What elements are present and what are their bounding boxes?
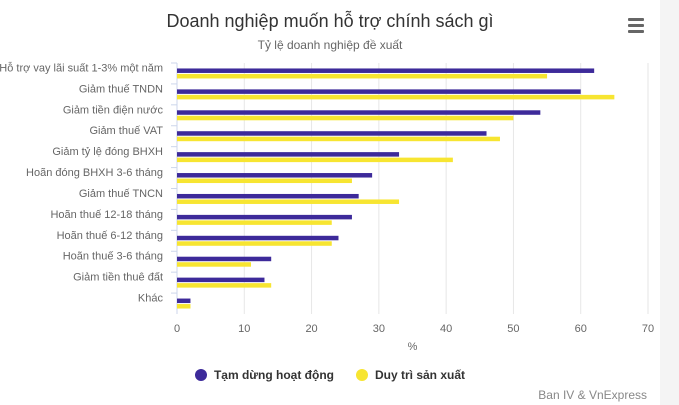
y-category-label: Hoãn thuế 12-18 tháng xyxy=(50,209,163,221)
chart-subtitle: Tỷ lệ doanh nghiệp đề xuất xyxy=(257,38,403,52)
y-category-label: Giảm thuế TNDN xyxy=(79,83,163,95)
x-axis-title: % xyxy=(408,341,418,353)
hamburger-menu-icon[interactable] xyxy=(626,16,646,34)
y-category-label: Hoãn thuế 6-12 tháng xyxy=(57,230,163,242)
bar-duy-tri xyxy=(177,262,252,267)
x-tick-label: 0 xyxy=(174,323,180,335)
bar-tam-dung xyxy=(177,131,487,136)
bar-tam-dung xyxy=(177,214,352,220)
bar-duy-tri xyxy=(177,178,352,184)
legend-label: Tạm dừng hoạt động xyxy=(213,368,334,382)
bar-tam-dung xyxy=(177,256,272,262)
bar-tam-dung xyxy=(177,89,581,94)
chart-credits[interactable]: Ban IV & VnExpress xyxy=(538,388,647,402)
legend-dot-icon xyxy=(355,369,368,381)
bar-duy-tri xyxy=(177,241,332,246)
y-category-label: Giảm thuế VAT xyxy=(89,125,163,137)
y-category-label: Giảm tỷ lệ đóng BHXH xyxy=(52,146,163,158)
legend-dot-icon xyxy=(194,369,207,381)
bar-tam-dung xyxy=(177,298,191,304)
y-category-label: Hoãn thuế 3-6 tháng xyxy=(63,251,163,263)
y-category-label: Giảm tiền thuê đất xyxy=(73,272,163,284)
bar-tam-dung xyxy=(177,152,400,157)
bar-tam-dung xyxy=(177,193,359,199)
bar-duy-tri xyxy=(177,157,453,163)
legend-item-series-0[interactable]: Tạm dừng hoạt động xyxy=(194,368,334,382)
chart-legend: Tạm dừng hoạt động Duy trì sản xuất xyxy=(0,368,660,382)
bar-tam-dung xyxy=(177,173,373,178)
x-tick-label: 10 xyxy=(238,323,250,335)
page-margin xyxy=(660,0,679,405)
bar-duy-tri xyxy=(177,220,332,225)
bar-tam-dung xyxy=(177,235,339,241)
legend-item-series-1[interactable]: Duy trì sản xuất xyxy=(355,368,466,382)
bar-tam-dung xyxy=(177,110,541,115)
bar-duy-tri xyxy=(177,115,514,121)
x-tick-label: 60 xyxy=(575,323,587,335)
legend-label: Duy trì sản xuất xyxy=(374,368,466,382)
bar-duy-tri xyxy=(177,94,615,100)
y-category-label: Giảm tiền điện nước xyxy=(63,104,164,116)
x-tick-label: 40 xyxy=(440,323,452,335)
x-tick-label: 20 xyxy=(305,323,317,335)
bar-duy-tri xyxy=(177,304,191,309)
bar-duy-tri xyxy=(177,199,400,204)
x-tick-label: 30 xyxy=(373,323,385,335)
x-tick-label: 50 xyxy=(507,323,519,335)
bar-duy-tri xyxy=(177,73,548,79)
y-category-label: Khác xyxy=(138,293,164,305)
bar-tam-dung xyxy=(177,277,265,283)
bar-duy-tri xyxy=(177,283,272,288)
bar-duy-tri xyxy=(177,136,500,142)
y-category-label: Giảm thuế TNCN xyxy=(79,188,163,200)
chart-title: Doanh nghiệp muốn hỗ trợ chính sách gì xyxy=(166,11,494,31)
y-category-label: Hoãn đóng BHXH 3-6 tháng xyxy=(26,167,163,179)
bar-chart-plot: 0 10 20 30 40 50 60 70% Hỗ trợ vay lãi suất 1-3%… xyxy=(0,61,654,353)
bar-tam-dung xyxy=(177,68,595,73)
x-tick-label: 70 xyxy=(642,323,654,335)
y-category-label: Hỗ trợ vay lãi suất 1-3% một năm xyxy=(0,61,163,74)
